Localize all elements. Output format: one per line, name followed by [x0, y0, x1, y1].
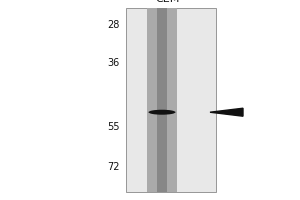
Text: CEM: CEM	[156, 0, 180, 4]
Text: 55: 55	[107, 122, 120, 132]
Text: 36: 36	[108, 58, 120, 68]
Ellipse shape	[148, 110, 176, 115]
Text: 72: 72	[107, 162, 120, 172]
Bar	[126, 8, 216, 192]
Text: 28: 28	[108, 20, 120, 30]
Bar	[147, 8, 177, 192]
Polygon shape	[210, 108, 243, 116]
Bar	[157, 8, 167, 192]
